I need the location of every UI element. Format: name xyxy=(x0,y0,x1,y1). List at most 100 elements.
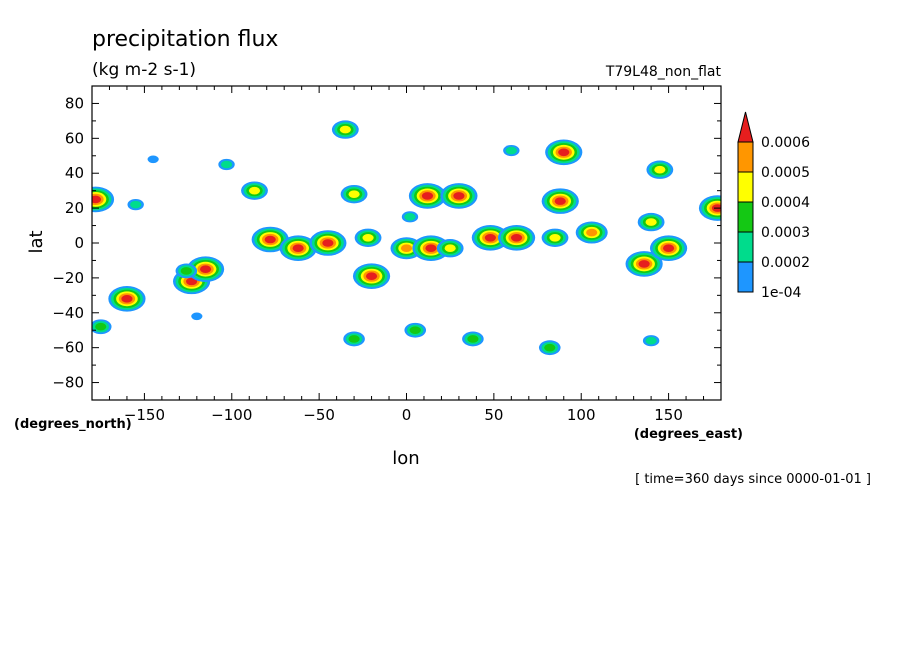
y-tick-label: 80 xyxy=(65,94,84,112)
x-tick-label: −150 xyxy=(124,406,165,424)
precip-contour-level xyxy=(365,272,378,280)
precip-contour-level xyxy=(453,192,465,200)
precip-feature xyxy=(241,181,268,200)
precip-feature xyxy=(340,184,368,204)
precip-feature xyxy=(404,322,427,338)
x-tick-label: 0 xyxy=(402,406,412,424)
colorbar: 1e-04 0.0002 0.0003 0.0004 0.0005 0.0006 xyxy=(737,111,810,301)
precip-feature xyxy=(147,155,159,164)
precip-contour-level xyxy=(322,239,334,247)
precip-contour-level xyxy=(248,186,261,195)
precip-feature xyxy=(175,263,198,279)
precip-contour-level xyxy=(654,165,666,174)
precip-contour-level xyxy=(147,155,159,164)
precip-contour-level xyxy=(409,326,421,335)
precip-feature xyxy=(191,312,203,321)
precip-feature xyxy=(497,224,536,251)
chart-title: precipitation flux xyxy=(92,27,278,52)
precip-contour-level xyxy=(264,235,276,244)
precip-contour-level xyxy=(467,335,479,343)
precip-contour-level xyxy=(362,233,374,242)
x-tick-label: 150 xyxy=(654,406,683,424)
colorbar-label: 0.0005 xyxy=(761,165,810,181)
precip-contour-level xyxy=(645,336,657,345)
colorbar-label: 0.0002 xyxy=(761,255,810,271)
precip-feature xyxy=(354,228,382,247)
precip-feature xyxy=(251,226,289,253)
precip-contour-level xyxy=(484,233,496,242)
colorbar-segment xyxy=(737,201,754,233)
precip-feature xyxy=(440,183,478,209)
precip-contour-level xyxy=(425,244,437,253)
precip-feature xyxy=(462,331,484,347)
precip-contour-level xyxy=(662,244,675,253)
colorbar-label: 0.0004 xyxy=(761,195,810,211)
precip-contour-level xyxy=(92,195,102,204)
precip-contour-level xyxy=(130,200,142,209)
precip-feature xyxy=(92,319,112,335)
colorbar-segment xyxy=(737,261,754,293)
precip-feature xyxy=(541,228,569,247)
precip-feature xyxy=(309,230,347,256)
precip-feature xyxy=(471,224,509,251)
precip-feature xyxy=(649,235,688,262)
precip-feature xyxy=(412,235,450,262)
precip-contour-level xyxy=(339,125,351,134)
precip-feature xyxy=(575,221,608,244)
precip-feature xyxy=(545,139,583,166)
precip-contour-level xyxy=(549,233,561,242)
precip-contour-level xyxy=(185,277,198,286)
y-tick-label: −20 xyxy=(52,269,84,287)
precip-feature xyxy=(352,263,391,289)
precip-contour-level xyxy=(554,197,566,205)
y-axis-label: lat xyxy=(26,230,47,253)
colorbar-segment xyxy=(737,231,754,263)
colorbar-segment xyxy=(737,141,754,173)
precip-feature xyxy=(642,335,660,347)
colorbar-label: 0.0006 xyxy=(761,135,810,151)
precip-contour-level xyxy=(121,295,133,303)
precip-feature xyxy=(108,286,146,312)
precip-contour-level xyxy=(645,218,657,226)
precipitation-field xyxy=(92,120,721,356)
run-label: T79L48_non_flat xyxy=(605,64,722,80)
precip-feature xyxy=(646,160,674,179)
x-units-label: (degrees_east) xyxy=(634,427,743,442)
x-tick-label: 50 xyxy=(484,406,503,424)
y-tick-label: −40 xyxy=(52,304,84,322)
precip-feature xyxy=(408,183,447,209)
y-tick-label: 60 xyxy=(65,129,84,147)
precip-contour-level xyxy=(421,192,434,200)
y-tick-label: −60 xyxy=(52,339,84,357)
chart-units: (kg m-2 s-1) xyxy=(92,60,196,80)
x-tick-label: 100 xyxy=(567,406,596,424)
precip-feature xyxy=(331,120,359,139)
precip-feature xyxy=(625,251,663,277)
precip-contour-level xyxy=(95,322,107,331)
precip-feature xyxy=(541,188,579,214)
precip-feature xyxy=(279,235,317,262)
precip-contour-level xyxy=(400,244,413,253)
precip-contour-level xyxy=(292,244,304,253)
colorbar-segment xyxy=(737,171,754,203)
precip-feature xyxy=(401,211,419,223)
precip-feature xyxy=(503,144,520,157)
precip-contour-level xyxy=(510,233,523,242)
y-axis: 80 60 40 20 0 −20 −40 −60 −80 xyxy=(52,85,721,401)
colorbar-label: 1e-04 xyxy=(761,285,801,301)
x-axis: −150 −100 −50 0 50 100 150 xyxy=(108,86,705,424)
precip-feature xyxy=(637,212,665,232)
precip-feature xyxy=(218,158,235,171)
y-units-label: (degrees_north) xyxy=(14,417,132,432)
precip-feature xyxy=(127,199,144,211)
precip-contour-level xyxy=(180,267,192,275)
precip-contour-level xyxy=(444,244,456,253)
precip-feature xyxy=(436,239,464,258)
y-tick-label: −80 xyxy=(52,374,84,392)
precip-contour-level xyxy=(505,146,517,155)
precip-contour-level xyxy=(199,265,212,273)
x-tick-label: −50 xyxy=(303,406,335,424)
precip-feature xyxy=(538,340,561,356)
